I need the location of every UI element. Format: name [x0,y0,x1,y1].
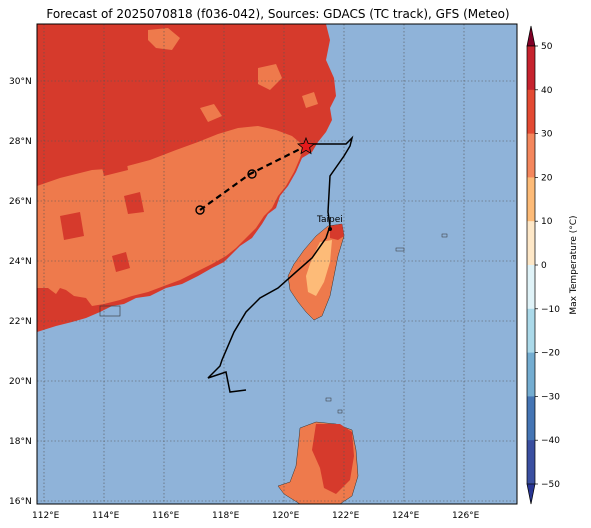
colorbar-swatch [527,265,535,310]
small-island [395,247,405,252]
taiwan-mild-region [306,240,332,296]
taiwan-hot-region [330,224,344,240]
colorbar-tick-label: 0 [541,261,547,271]
luzon-hot-region [312,424,354,494]
small-island [337,409,343,414]
map-frame [36,23,518,505]
colorbar-label: Max Temperature (°C) [569,215,579,314]
tc-forecast-track [207,135,354,393]
colorbar-swatch [527,308,535,354]
colorbar-swatch [527,133,535,178]
lon-tick: 124°E [392,511,420,521]
lat-tick: 26°N [9,197,32,207]
lat-tick: 30°N [9,77,32,87]
colorbar-tick-label: −10 [541,305,560,315]
colorbar-swatch [527,221,535,266]
temperature-field [37,24,517,504]
lon-tick: 122°E [332,511,360,521]
hot-patch-1 [98,146,128,176]
colorbar: 50 40 30 20 10 0 −10 −20 −30 −40 −50 Max Temperatu… [526,25,579,505]
lon-tick: 116°E [152,511,180,521]
lon-tick: 126°E [452,511,480,521]
past-position-marker [195,205,205,215]
lat-tick: 24°N [9,257,32,267]
colorbar-top-extend [526,25,536,47]
colorbar-swatch [527,89,535,135]
colorbar-tick-label: 50 [541,42,553,52]
colorbar-tick-label: 20 [541,173,553,183]
hot-patch-3 [60,212,84,240]
lat-tick: 18°N [9,437,32,447]
colorbar-tick-label: 30 [541,130,553,140]
grid-lines [37,24,517,504]
current-position-star-icon [296,136,316,155]
colorbar-swatch [527,396,535,441]
small-island [441,233,448,238]
lon-tick-labels: 112°E 114°E 116°E 118°E 120°E 122°E 124°… [32,511,480,521]
lat-tick: 22°N [9,317,32,327]
lat-tick: 28°N [9,137,32,147]
tc-past-track [199,145,307,211]
small-island [325,397,332,402]
warm-patch-2 [258,64,282,90]
lon-tick: 114°E [92,511,120,521]
lat-tick: 16°N [9,497,32,507]
colorbar-tick-label: 40 [541,86,553,96]
colorbar-bottom-extend [526,483,536,505]
city-label-taipei: Taipei [316,215,343,225]
hot-patch-4 [112,252,130,272]
lat-tick: 20°N [9,377,32,387]
past-position-marker [247,169,257,179]
colorbar-swatch [527,440,535,485]
colorbar-tick-label: −20 [541,349,560,359]
lon-tick: 118°E [212,511,240,521]
warm-patch-4 [302,92,318,108]
lon-tick: 112°E [32,511,60,521]
colorbar-swatch [527,177,535,222]
colorbar-tick-label: −40 [541,436,560,446]
colorbar-swatch [527,46,535,91]
colorbar-tick-label: 10 [541,217,553,227]
colorbar-tick-label: −50 [541,480,560,490]
lon-tick: 120°E [272,511,300,521]
taipei-marker [328,227,332,231]
map-title: Forecast of 2025070818 (f036-042), Sourc… [46,7,510,21]
hainan-box [99,305,121,317]
hot-patch-2 [124,192,144,214]
colorbar-tick-label: −30 [541,392,560,402]
colorbar-swatch [527,352,535,397]
warm-patch-3 [200,104,222,122]
lat-tick-labels: 30°N 28°N 26°N 24°N 22°N 20°N 18°N 16°N [9,77,32,507]
